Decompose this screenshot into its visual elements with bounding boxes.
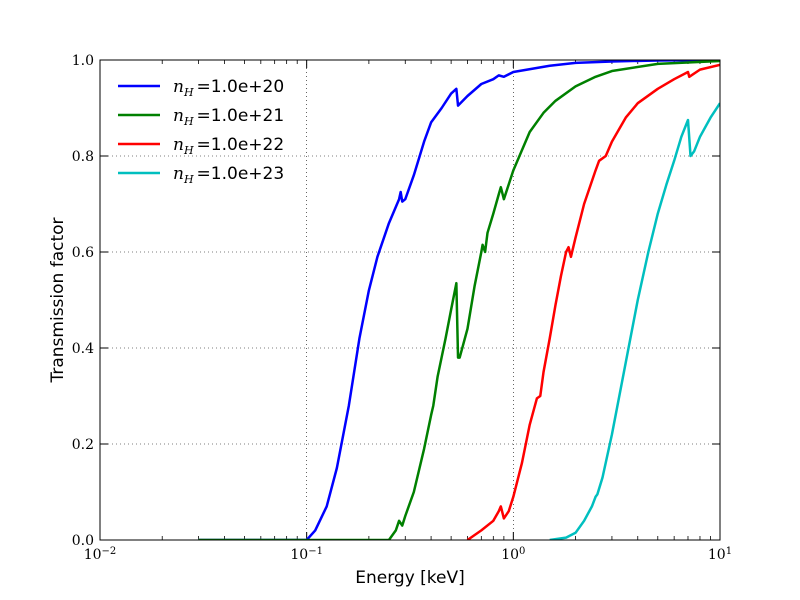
grid-lines	[100, 60, 720, 540]
series-line	[549, 102, 720, 540]
y-tick-label: 0.6	[72, 245, 94, 261]
series-line	[198, 60, 720, 540]
legend-entry-label: nH =1.0e+21	[173, 106, 284, 128]
y-axis-label: Transmission factor	[48, 217, 68, 383]
y-tick-label: 0.4	[72, 341, 94, 357]
x-tick-label: 10−1	[290, 546, 323, 564]
plot-frame	[99, 59, 721, 541]
legend-entry-label: nH =1.0e+23	[173, 164, 284, 186]
series-line	[198, 60, 720, 540]
x-tick-labels: 10−2 10−1 100 101	[84, 546, 732, 564]
plot-area	[100, 60, 720, 540]
legend-entry-label: nH =1.0e+22	[173, 135, 284, 157]
x-tick-label: 101	[708, 546, 732, 564]
x-tick-label: 10−2	[84, 546, 117, 564]
y-tick-label: 1.0	[72, 53, 94, 69]
legend-entry-label: nH =1.0e+20	[173, 77, 284, 99]
y-tick-label: 0.0	[72, 533, 94, 549]
x-axis-label: Energy [keV]	[355, 568, 465, 588]
y-tick-label: 0.2	[72, 437, 94, 453]
legend: nH =1.0e+20 nH =1.0e+21 nH =1.0e+22 nH =1.0e+23	[118, 77, 284, 186]
series-lines	[198, 60, 720, 540]
y-tick-label: 0.8	[72, 149, 94, 165]
series-line	[466, 63, 720, 540]
x-tick-label: 100	[501, 546, 525, 564]
y-tick-labels: 0.0 0.2 0.4 0.6 0.8 1.0	[72, 53, 94, 549]
